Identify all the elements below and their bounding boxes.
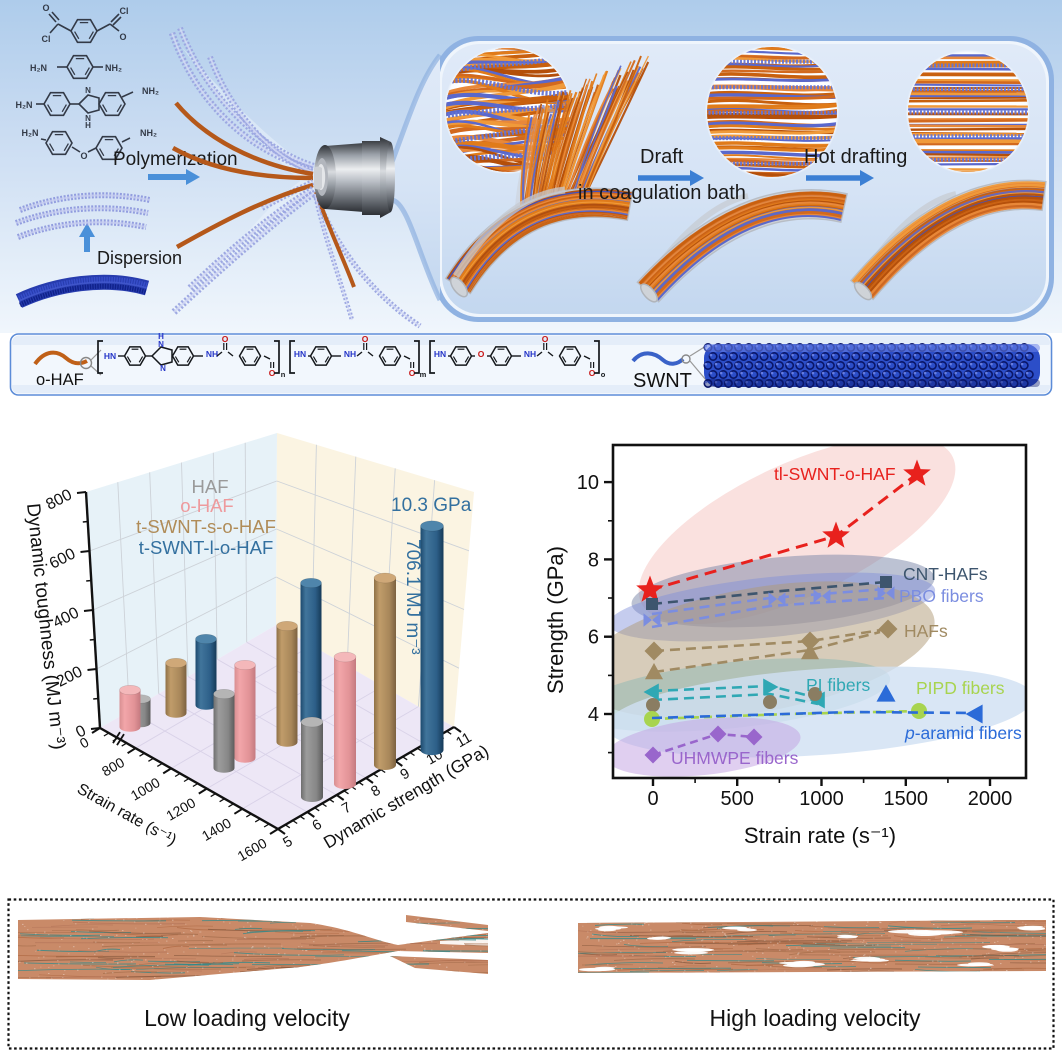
svg-text:10.3 GPa: 10.3 GPa (391, 495, 472, 516)
svg-text:Draft: Draft (640, 146, 684, 168)
svg-text:O: O (222, 334, 229, 344)
svg-text:500: 500 (721, 788, 754, 810)
svg-text:NH₂: NH₂ (142, 86, 159, 96)
svg-text:HN: HN (294, 349, 306, 359)
svg-text:2000: 2000 (968, 788, 1013, 810)
svg-text:Strain rate (s⁻¹): Strain rate (s⁻¹) (74, 781, 179, 850)
svg-text:N: N (160, 364, 166, 373)
svg-text:Cl: Cl (120, 6, 129, 16)
svg-text:H: H (158, 332, 164, 341)
svg-text:Strain rate (s⁻¹): Strain rate (s⁻¹) (744, 823, 896, 848)
svg-text:H₂N: H₂N (22, 128, 39, 138)
svg-text:0: 0 (77, 734, 92, 752)
svg-text:o-HAF: o-HAF (36, 371, 84, 389)
svg-text:O: O (269, 368, 276, 378)
svg-text:t-SWNT-l-o-HAF: t-SWNT-l-o-HAF (139, 537, 274, 558)
svg-text:NH: NH (524, 349, 536, 359)
svg-text:CNT-HAFs: CNT-HAFs (903, 564, 988, 584)
svg-text:N: N (85, 86, 91, 95)
svg-text:tl-SWNT-o-HAF: tl-SWNT-o-HAF (774, 464, 896, 484)
svg-text:1500: 1500 (884, 788, 929, 810)
svg-text:O: O (478, 349, 485, 359)
svg-text:High loading velocity: High loading velocity (710, 1005, 921, 1031)
svg-text:HN: HN (434, 349, 446, 359)
svg-text:t-SWNT-s-o-HAF: t-SWNT-s-o-HAF (136, 516, 276, 537)
svg-text:o: o (601, 370, 606, 379)
svg-text:6: 6 (588, 627, 599, 649)
svg-text:p-aramid fibers: p-aramid fibers (904, 723, 1022, 743)
svg-text:NH: NH (344, 349, 356, 359)
svg-text:0: 0 (647, 788, 658, 810)
svg-text:4: 4 (588, 704, 599, 726)
svg-text:in coagulation bath: in coagulation bath (578, 182, 746, 204)
svg-text:N: N (85, 114, 91, 123)
svg-text:NH₂: NH₂ (140, 128, 157, 138)
svg-text:10: 10 (577, 472, 599, 494)
svg-text:6: 6 (310, 817, 325, 835)
svg-text:O: O (362, 334, 369, 344)
svg-text:1200: 1200 (163, 794, 198, 824)
svg-text:O: O (589, 368, 596, 378)
svg-text:Strength (GPa): Strength (GPa) (543, 546, 568, 694)
svg-text:1000: 1000 (128, 774, 163, 804)
svg-text:PBO fibers: PBO fibers (899, 586, 984, 606)
svg-text:8: 8 (588, 549, 599, 571)
svg-text:1000: 1000 (799, 788, 844, 810)
svg-text:H₂N: H₂N (30, 63, 47, 73)
svg-text:NH₂: NH₂ (105, 63, 122, 73)
svg-text:11: 11 (453, 730, 474, 751)
svg-text:H: H (85, 121, 91, 130)
svg-text:5: 5 (281, 834, 296, 852)
svg-text:SWNT: SWNT (633, 370, 692, 392)
svg-text:Dispersion: Dispersion (97, 248, 182, 268)
svg-text:Hot drafting: Hot drafting (804, 146, 907, 168)
svg-text:Cl: Cl (42, 34, 51, 44)
svg-text:9: 9 (398, 766, 413, 784)
svg-text:O: O (80, 151, 87, 161)
svg-text:800: 800 (43, 486, 75, 513)
svg-text:O: O (119, 32, 126, 42)
svg-text:600: 600 (47, 545, 79, 572)
svg-text:O: O (42, 3, 49, 13)
svg-text:HAFs: HAFs (904, 621, 948, 641)
svg-text:n: n (281, 370, 286, 379)
svg-text:UHMWPE fibers: UHMWPE fibers (671, 748, 799, 768)
svg-text:8: 8 (369, 783, 384, 801)
svg-text:N: N (158, 340, 164, 349)
svg-text:O: O (542, 334, 549, 344)
svg-text:m: m (420, 370, 427, 379)
svg-text:HN: HN (104, 351, 116, 361)
svg-text:800: 800 (99, 754, 127, 780)
svg-text:1400: 1400 (199, 814, 234, 844)
svg-text:o-HAF: o-HAF (180, 495, 233, 516)
svg-text:1600: 1600 (235, 835, 270, 865)
svg-text:PIPD fibers: PIPD fibers (916, 678, 1005, 698)
svg-text:H₂N: H₂N (16, 100, 33, 110)
svg-text:PI fibers: PI fibers (806, 675, 870, 695)
svg-text:Low loading velocity: Low loading velocity (144, 1005, 350, 1031)
svg-text:706.1 MJ m⁻³: 706.1 MJ m⁻³ (402, 539, 423, 655)
svg-text:7: 7 (339, 800, 354, 818)
svg-text:O: O (409, 368, 416, 378)
svg-text:NH: NH (206, 349, 218, 359)
svg-text:HAF: HAF (192, 476, 229, 497)
